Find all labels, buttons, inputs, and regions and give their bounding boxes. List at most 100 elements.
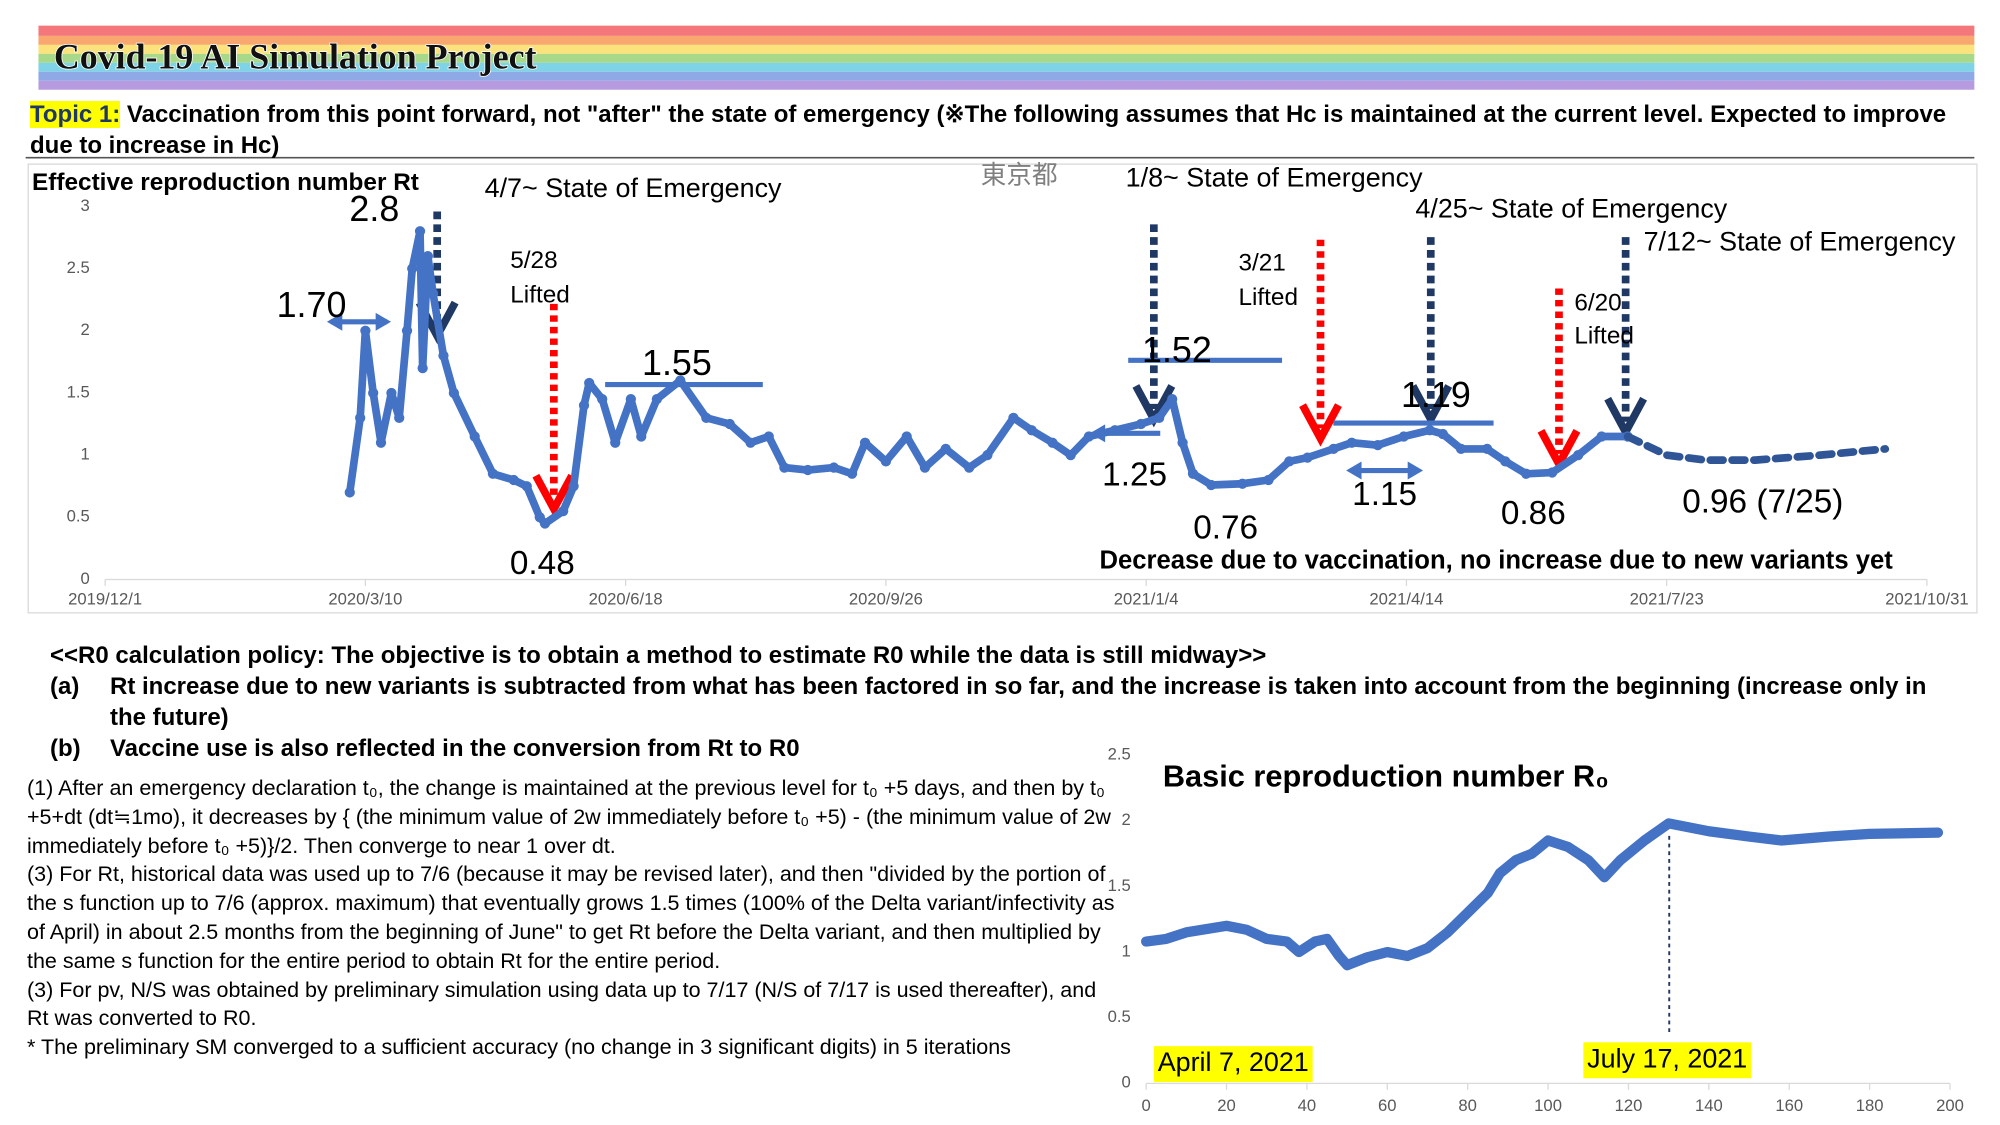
data-line: [345, 227, 1632, 528]
annotation: 6/20: [1574, 289, 1621, 316]
data-point: [1437, 428, 1448, 440]
annotation: 2.8: [349, 189, 399, 229]
data-point: [880, 456, 892, 467]
data-point: [1455, 443, 1467, 455]
note: (3) For Rt, historical data was used up …: [27, 862, 1115, 973]
data-point: [360, 325, 371, 336]
x-tick-label: 2019/12/1: [68, 589, 142, 608]
y-tick-label: 1: [1122, 941, 1131, 960]
arrow-head: [1409, 384, 1453, 428]
annotation: 5/28: [510, 247, 557, 274]
annotation: Decrease due to vaccination, no increase…: [1100, 546, 1894, 574]
y-tick-label: 2.5: [67, 258, 90, 277]
policy-item: (a) Rt increase due to new variants is su…: [50, 671, 1950, 733]
data-point: [779, 462, 790, 473]
data-point: [1346, 437, 1357, 448]
item-label: (b): [50, 735, 81, 762]
topic-text: Vaccination from this point forward, not…: [30, 101, 1947, 159]
data-point: [1167, 394, 1178, 405]
data-point: [539, 518, 551, 529]
x-tick-label: 2021/7/23: [1630, 589, 1704, 608]
data-point: [1154, 412, 1165, 423]
data-point: [745, 437, 756, 448]
annotation: 3/21: [1238, 250, 1285, 277]
topic-label: Topic 1:: [30, 101, 121, 128]
annotation: 1.25: [1102, 457, 1167, 494]
data-point: [675, 375, 686, 386]
annotation: Lifted: [510, 282, 570, 309]
x-tick-label: 60: [1378, 1096, 1397, 1115]
data-point: [1328, 443, 1339, 455]
annotation: 7/12~ State of Emergency: [1644, 227, 1956, 257]
data-point: [1008, 412, 1019, 423]
data-point: [558, 505, 569, 517]
highlight: [1153, 1046, 1313, 1083]
data-point: [1596, 431, 1607, 442]
data-point: [610, 437, 621, 448]
data-point: [597, 394, 608, 405]
y-tick-label: 2: [1122, 810, 1131, 829]
x-tick-label: 20: [1217, 1096, 1236, 1115]
data-point: [1237, 478, 1248, 489]
data-point: [521, 481, 532, 492]
y-tick-label: 3: [80, 196, 89, 215]
data-point: [417, 362, 428, 374]
data-point: [584, 377, 595, 389]
data-point: [846, 468, 858, 479]
y-tick-label: 0.5: [1108, 1007, 1131, 1026]
arrow-head: [1604, 396, 1647, 441]
level-arrow-head: [1346, 461, 1362, 480]
x-tick-label: 2020/9/26: [849, 589, 923, 608]
chart-title: Effective reproduction number Rt: [32, 169, 419, 196]
data-point: [828, 462, 839, 473]
annotation: 1/8~ State of Emergency: [1126, 163, 1423, 193]
annotation: 4/7~ State of Emergency: [485, 173, 782, 203]
data-point: [386, 387, 397, 399]
data-point: [919, 462, 931, 473]
data-point: [1177, 437, 1188, 448]
level-arrow-head: [326, 312, 343, 331]
y-tick-label: 2.5: [1108, 745, 1131, 764]
item-text: Rt increase due to new variants is subtr…: [110, 673, 1927, 731]
data-point: [414, 226, 426, 237]
data-point: [469, 431, 480, 442]
data-point: [422, 251, 433, 262]
data-point: [1065, 450, 1076, 461]
data-point: [1135, 418, 1147, 430]
y-tick-label: 1: [80, 445, 89, 464]
y-tick-label: 0: [80, 569, 89, 588]
data-point: [636, 431, 647, 442]
data-point: [407, 263, 418, 274]
x-tick-label: 160: [1775, 1096, 1803, 1115]
annotation: 0.76: [1193, 509, 1258, 546]
data-point: [1284, 456, 1295, 467]
annotation: 1.70: [277, 285, 347, 325]
data-point: [1083, 431, 1095, 442]
data-point: [625, 394, 636, 405]
annotation: 0.48: [510, 545, 575, 582]
annotation: 1.52: [1142, 330, 1212, 370]
data-point: [651, 394, 662, 405]
data-point: [368, 387, 379, 399]
data-point: [344, 487, 355, 498]
data-point: [578, 400, 590, 411]
x-tick-label: 2020/3/10: [328, 589, 402, 608]
data-point: [375, 437, 387, 448]
y-tick-label: 0.5: [67, 507, 90, 526]
data-point: [438, 350, 449, 361]
item-text: Vaccine use is also reflected in the con…: [110, 735, 800, 762]
arrow-head: [1299, 403, 1342, 447]
data-point: [1047, 437, 1058, 448]
notes: (1) After an emergency declaration t₀, t…: [27, 774, 1117, 1062]
x-tick-label: 80: [1458, 1096, 1477, 1115]
data-point: [1302, 452, 1313, 463]
data-point: [1398, 431, 1409, 442]
data-point: [1521, 468, 1532, 479]
data-point: [1187, 468, 1199, 479]
annotation: 1.55: [642, 343, 712, 383]
chart-title: Basic reproduction number R₀: [1163, 758, 1609, 793]
chart-frame: [27, 163, 1978, 614]
y-tick-label: 2: [80, 320, 89, 339]
